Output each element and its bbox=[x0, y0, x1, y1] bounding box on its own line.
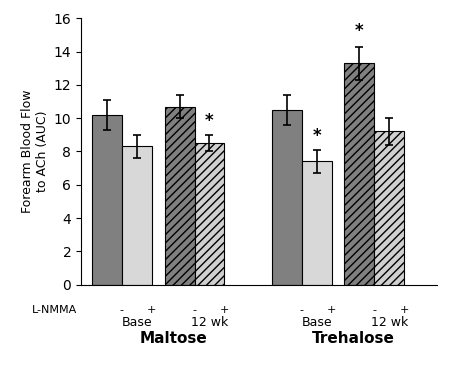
Bar bbox=[374, 131, 405, 285]
Text: L-NMMA: L-NMMA bbox=[32, 305, 76, 315]
Text: *: * bbox=[312, 127, 321, 145]
Text: +: + bbox=[220, 305, 229, 315]
Y-axis label: Forearm Blood Flow
to ACh (AUC): Forearm Blood Flow to ACh (AUC) bbox=[21, 90, 50, 213]
Bar bbox=[165, 107, 194, 285]
Text: *: * bbox=[355, 22, 364, 40]
Text: +: + bbox=[327, 305, 336, 315]
Text: -: - bbox=[120, 305, 124, 315]
Text: Trehalose: Trehalose bbox=[311, 331, 394, 346]
Bar bbox=[92, 115, 122, 285]
Bar bbox=[302, 161, 332, 285]
Text: -: - bbox=[193, 305, 197, 315]
Text: Base: Base bbox=[301, 316, 332, 329]
Text: Base: Base bbox=[122, 316, 152, 329]
Text: -: - bbox=[300, 305, 304, 315]
Bar bbox=[344, 63, 374, 285]
Text: -: - bbox=[373, 305, 376, 315]
Text: *: * bbox=[205, 112, 214, 130]
Bar bbox=[194, 143, 225, 285]
Bar bbox=[272, 110, 302, 285]
Text: 12 wk: 12 wk bbox=[191, 316, 228, 329]
Text: +: + bbox=[400, 305, 409, 315]
Text: +: + bbox=[147, 305, 156, 315]
Text: Maltose: Maltose bbox=[139, 331, 207, 346]
Text: 12 wk: 12 wk bbox=[371, 316, 408, 329]
Bar bbox=[122, 146, 152, 285]
